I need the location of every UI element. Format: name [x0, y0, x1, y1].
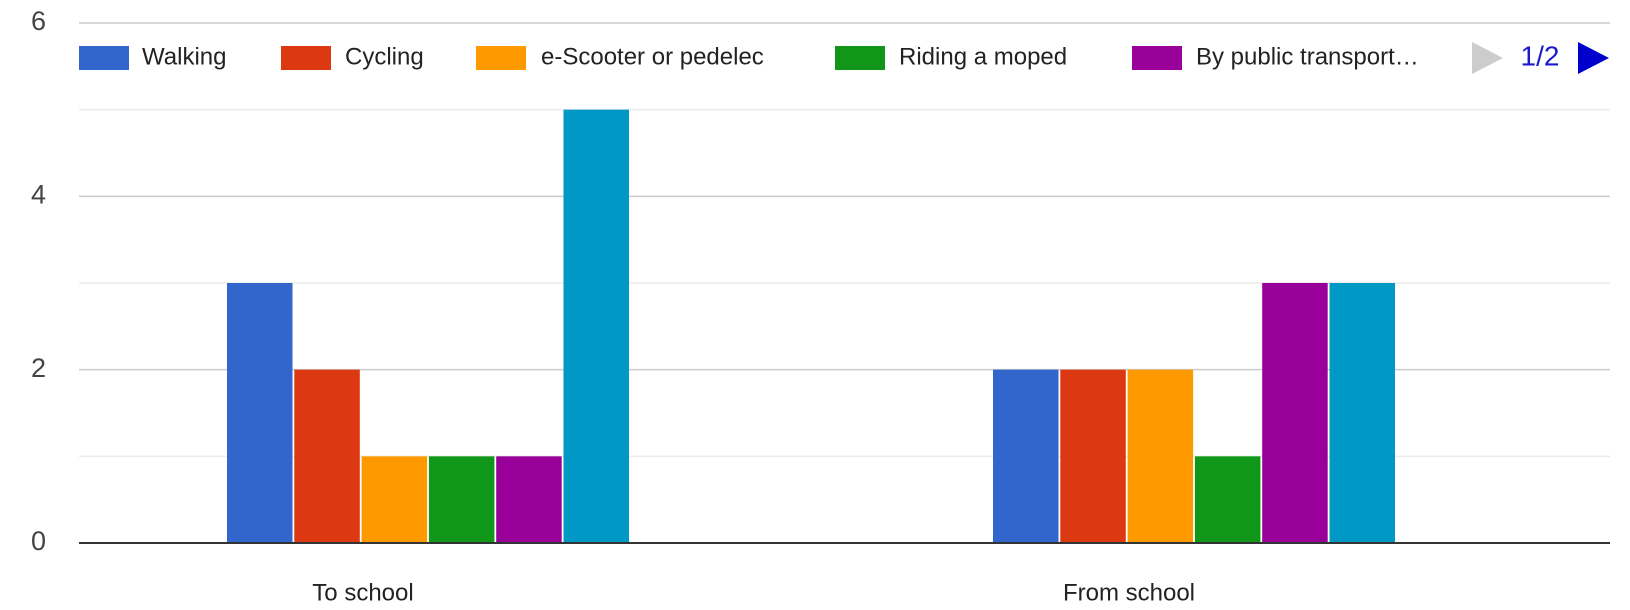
legend-label: Riding a moped	[899, 43, 1067, 70]
bar	[496, 456, 562, 543]
legend-swatch	[835, 46, 885, 70]
legend: 1/2 Walking Cycling e-Scooter or pedelec Ri…	[74, 32, 1609, 82]
bar	[1060, 369, 1126, 543]
bar	[227, 283, 293, 543]
bar	[563, 109, 629, 544]
legend-swatch	[1132, 46, 1182, 70]
bar	[1194, 456, 1261, 543]
y-tick-label: 2	[31, 353, 46, 383]
y-tick-label: 4	[31, 179, 46, 209]
legend-swatch	[476, 46, 526, 70]
legend-label: By public transport…	[1196, 43, 1419, 70]
bars	[227, 109, 1463, 544]
legend-prev-arrow[interactable]	[1472, 42, 1503, 74]
legend-swatch	[281, 46, 331, 70]
legend-swatch	[79, 46, 129, 70]
bar	[428, 456, 495, 543]
bar	[294, 369, 360, 543]
bar	[1127, 369, 1194, 543]
legend-page: 1/2	[1521, 40, 1560, 71]
bar	[993, 369, 1059, 543]
bar	[1262, 283, 1328, 543]
y-tick-label: 6	[31, 6, 46, 36]
x-tick-label: From school	[1063, 579, 1195, 606]
bar	[361, 456, 428, 543]
legend-label: Walking	[142, 43, 226, 70]
y-tick-label: 0	[31, 526, 46, 556]
bar	[1329, 283, 1395, 543]
legend-label: Cycling	[345, 43, 424, 70]
x-tick-label: To school	[312, 579, 413, 606]
legend-next-arrow[interactable]	[1578, 42, 1609, 74]
legend-label: e-Scooter or pedelec	[541, 43, 764, 70]
